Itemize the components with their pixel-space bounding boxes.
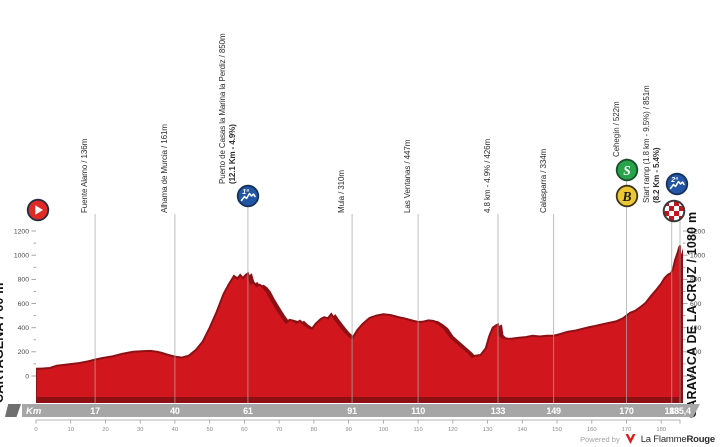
- finish-town-title: CARAVACA DE LA CRUZ / 1080 m: [685, 211, 699, 418]
- ruler-tick-label: 30: [137, 427, 143, 433]
- km-band-marker: 110: [411, 405, 426, 416]
- start-town-title: CARTAGENA / 60 m: [0, 282, 6, 403]
- km-band-marker: 133: [490, 405, 506, 416]
- bonus-seconds-icon: B: [615, 184, 639, 208]
- svg-text:S: S: [623, 163, 631, 178]
- km-band-marker: 40: [170, 405, 180, 416]
- y-tick-label-right: 1000: [690, 253, 705, 260]
- ruler-tick-label: 70: [276, 427, 282, 433]
- ruler-tick-label: 90: [345, 427, 351, 433]
- la-flamme-rouge-logo-icon: [624, 433, 637, 445]
- y-tick-label-left: 1000: [14, 253, 29, 260]
- ruler-tick-label: 10: [67, 427, 73, 433]
- ruler-tick-label: 160: [587, 427, 597, 433]
- waypoint-label: Las Ventanas / 447m: [403, 139, 413, 213]
- waypoint-label: Fuente Alamo / 136m: [80, 138, 90, 213]
- km-band-marker: 170: [619, 405, 634, 416]
- svg-text:2ª: 2ª: [670, 177, 678, 184]
- km-band-marker: 183: [664, 405, 679, 416]
- svg-text:1ª: 1ª: [242, 189, 249, 196]
- y-tick-label-left: 1200: [14, 228, 29, 235]
- y-tick-label-right: 1200: [690, 228, 705, 235]
- ruler-tick-label: 180: [656, 427, 666, 433]
- waypoint-label: 4.8 km - 4.9% / 426m: [483, 138, 492, 213]
- km-axis-band: Km: [22, 404, 700, 417]
- sprint-icon: S: [615, 158, 639, 182]
- waypoint-label: Cehegín / 522m: [611, 101, 621, 157]
- y-tick-label-right: 600: [690, 301, 702, 308]
- ruler-tick-label: 80: [311, 427, 317, 433]
- ruler-tick-label: 110: [413, 427, 422, 433]
- km-band-marker: 185,4: [669, 405, 691, 416]
- ruler-tick-label: 40: [172, 427, 178, 433]
- ruler-tick-label: 0: [34, 427, 37, 433]
- y-tick-label-left: 0: [25, 373, 29, 380]
- km-unit-label: Km: [26, 405, 42, 417]
- km-band-marker: 61: [243, 405, 253, 416]
- category1-climb-icon: 1ª: [236, 184, 260, 208]
- ruler-tick-label: 150: [552, 427, 562, 433]
- ruler-tick-label: 140: [517, 427, 527, 433]
- waypoint-label: Calasparra / 334m: [538, 148, 548, 213]
- powered-by-text: Powered by: [580, 434, 620, 444]
- brand-text: La FlammeRouge: [640, 433, 715, 445]
- waypoint-label: Puerto de Casas la Marina la Perdiz / 85…: [217, 33, 237, 184]
- ruler-tick-label: 130: [483, 427, 493, 433]
- y-tick-label-right: 200: [690, 349, 702, 356]
- y-tick-label-left: 600: [18, 301, 30, 308]
- category2-climb-icon: 2ª: [665, 172, 689, 196]
- svg-text:B: B: [621, 189, 631, 204]
- km-band-end-cap: [5, 404, 21, 417]
- ruler-tick-label: 20: [102, 427, 108, 433]
- ruler-tick-label: 100: [379, 427, 389, 433]
- ruler-tick-label: 50: [206, 427, 212, 433]
- km-band-marker: 91: [347, 405, 357, 416]
- km-band-marker: 149: [546, 405, 561, 416]
- waypoint-label: Alhama de Murcia / 161m: [159, 124, 169, 213]
- y-tick-label-right: 800: [690, 277, 702, 284]
- y-tick-label-left: 800: [18, 277, 30, 284]
- y-tick-label-left: 200: [18, 349, 30, 356]
- elevation-area: [36, 245, 683, 403]
- ruler-tick-label: 120: [448, 427, 458, 433]
- waypoint-label: Mula / 310m: [337, 170, 347, 213]
- y-tick-label-right: 0: [690, 373, 694, 380]
- start-icon: [26, 198, 50, 222]
- km-band-marker: 17: [90, 405, 100, 416]
- waypoint-label: Start ramp (1.8 km - 9.5%) / 851m (8.2 Km…: [641, 85, 661, 203]
- footer: Powered by La FlammeRouge: [580, 433, 715, 445]
- ruler-tick-label: 170: [622, 427, 632, 433]
- y-tick-label-left: 400: [18, 325, 30, 332]
- finish-flag-icon: [662, 199, 686, 223]
- y-tick-label-right: 400: [690, 325, 702, 332]
- ruler-tick-label: 60: [241, 427, 247, 433]
